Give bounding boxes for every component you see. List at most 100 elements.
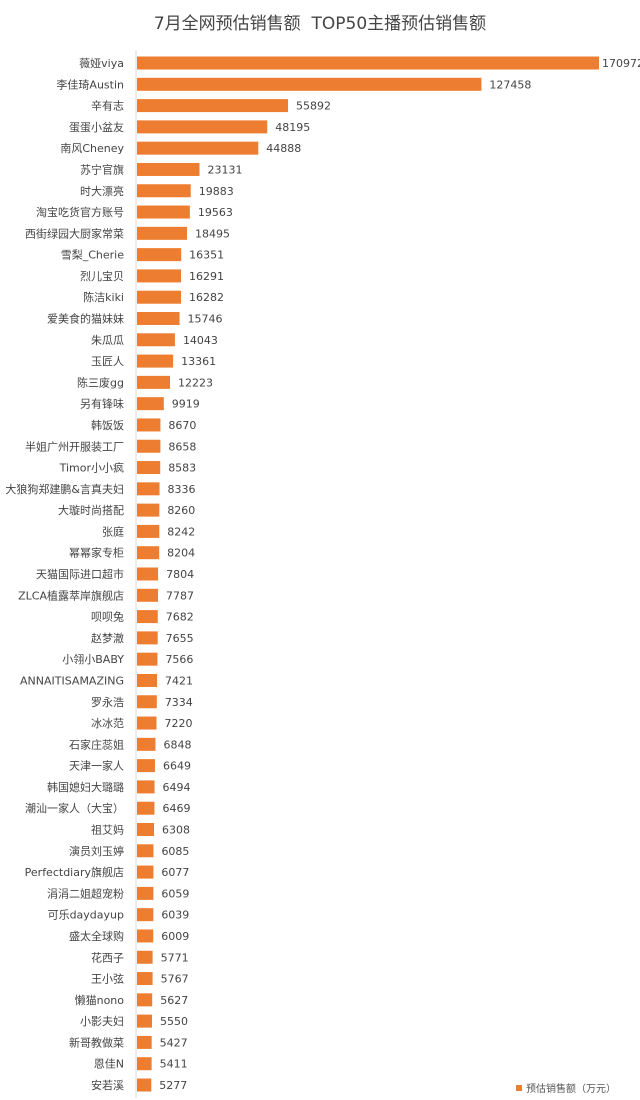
bar <box>137 673 158 687</box>
bar <box>137 1035 152 1049</box>
data-label: 7804 <box>166 568 194 581</box>
category-label: 盛太全球购 <box>69 929 124 943</box>
category-label: 罗永浩 <box>91 695 124 709</box>
chart-title: 7月全网预估销售额 TOP50主播预估销售额 <box>153 14 487 34</box>
category-label: 半姐广州开服装工厂 <box>25 439 124 453</box>
data-label: 7220 <box>165 717 193 730</box>
bar <box>137 99 289 113</box>
category-label: 幂幂家专柜 <box>69 546 124 560</box>
category-label: 赵梦澈 <box>91 631 124 645</box>
data-label: 8204 <box>167 547 195 560</box>
bar <box>137 652 158 666</box>
bar <box>137 375 171 389</box>
bar <box>137 461 161 475</box>
bar <box>137 972 153 986</box>
data-label: 16282 <box>189 291 224 304</box>
category-label: 演员刘玉婷 <box>69 844 124 858</box>
data-label: 15746 <box>188 313 223 326</box>
category-label: 天津一家人 <box>69 759 124 773</box>
data-label: 6308 <box>162 824 190 837</box>
bar <box>137 844 154 858</box>
data-label: 7682 <box>166 611 194 624</box>
category-label: 爱美食的猫妹妹 <box>47 312 124 326</box>
data-label: 7787 <box>166 589 194 602</box>
bar <box>137 865 154 879</box>
data-label: 170972 <box>602 57 640 70</box>
data-label: 8336 <box>168 483 196 496</box>
data-label: 7334 <box>165 696 193 709</box>
data-label: 6494 <box>163 781 191 794</box>
category-label: 王小弦 <box>91 972 124 986</box>
category-label: 花西子 <box>91 951 124 964</box>
data-label: 23131 <box>208 163 243 176</box>
data-label: 12223 <box>178 376 213 389</box>
bar <box>137 567 159 581</box>
bar <box>137 1078 152 1092</box>
data-label: 6469 <box>162 802 190 815</box>
bar <box>137 631 158 645</box>
data-label: 8260 <box>167 504 195 517</box>
bar <box>137 929 154 943</box>
bar <box>137 226 187 240</box>
category-label: 陈三废gg <box>77 375 124 389</box>
bar <box>137 1057 152 1071</box>
category-label: ANNAITISAMAZING <box>20 674 124 687</box>
category-label: 朱瓜瓜 <box>91 334 124 347</box>
category-label: 天猫国际进口超市 <box>36 567 124 581</box>
category-label: 石家庄蕊姐 <box>69 737 124 751</box>
legend: 预估销售额（万元） <box>516 1080 616 1095</box>
bar <box>137 333 175 347</box>
data-label: 6077 <box>161 866 189 879</box>
data-label: 48195 <box>275 121 310 134</box>
category-label: 李佳琦Austin <box>56 77 124 91</box>
category-label: 潮汕一家人（大宝） <box>25 801 124 815</box>
data-label: 8242 <box>167 525 195 538</box>
category-label: 大璇时尚搭配 <box>58 503 124 517</box>
data-label: 5550 <box>160 1015 188 1028</box>
data-label: 55892 <box>296 100 331 113</box>
data-label: 6009 <box>161 930 189 943</box>
category-label: 小翎小BABY <box>62 652 124 666</box>
bar <box>137 162 200 176</box>
category-label: 韩饭饭 <box>91 418 124 432</box>
bar <box>137 290 181 304</box>
category-label: 时大漂亮 <box>80 184 124 198</box>
bar <box>137 503 160 517</box>
category-label: 西街绿园大厨家常菜 <box>25 226 124 240</box>
category-label: 涓涓二姐超宠粉 <box>47 886 124 900</box>
category-label: 蛋蛋小盆友 <box>69 120 124 134</box>
bar <box>137 248 182 262</box>
bar <box>137 439 161 453</box>
legend-swatch <box>516 1084 522 1091</box>
category-label: 祖艾妈 <box>91 823 124 837</box>
data-label: 13361 <box>181 355 216 368</box>
data-label: 7421 <box>165 674 193 687</box>
bar <box>137 737 156 751</box>
legend-label: 预估销售额（万元） <box>526 1084 616 1095</box>
bar <box>137 908 154 922</box>
bar <box>137 312 180 325</box>
category-label: 薇娅viya <box>79 56 124 70</box>
bar <box>137 205 190 219</box>
bar <box>137 801 155 815</box>
bar <box>137 56 599 70</box>
data-label: 6848 <box>164 738 192 751</box>
bar <box>137 950 153 964</box>
data-label: 14043 <box>183 334 218 347</box>
category-label: 玉匠人 <box>91 355 124 368</box>
category-label: Timor小小疯 <box>59 461 124 475</box>
category-label: 苏宁官旗 <box>80 162 124 176</box>
data-label: 19883 <box>199 185 234 198</box>
bar <box>137 886 154 900</box>
bar <box>137 354 174 368</box>
data-label: 5411 <box>160 1058 188 1071</box>
bar <box>137 610 158 624</box>
category-label: 另有锋味 <box>80 397 124 411</box>
data-label: 5277 <box>159 1079 187 1092</box>
category-label: 呗呗兔 <box>91 610 124 624</box>
data-label: 16291 <box>189 270 224 283</box>
category-label: 可乐daydayup <box>48 909 124 922</box>
bar <box>137 482 160 496</box>
category-label: 安若溪 <box>91 1078 124 1092</box>
